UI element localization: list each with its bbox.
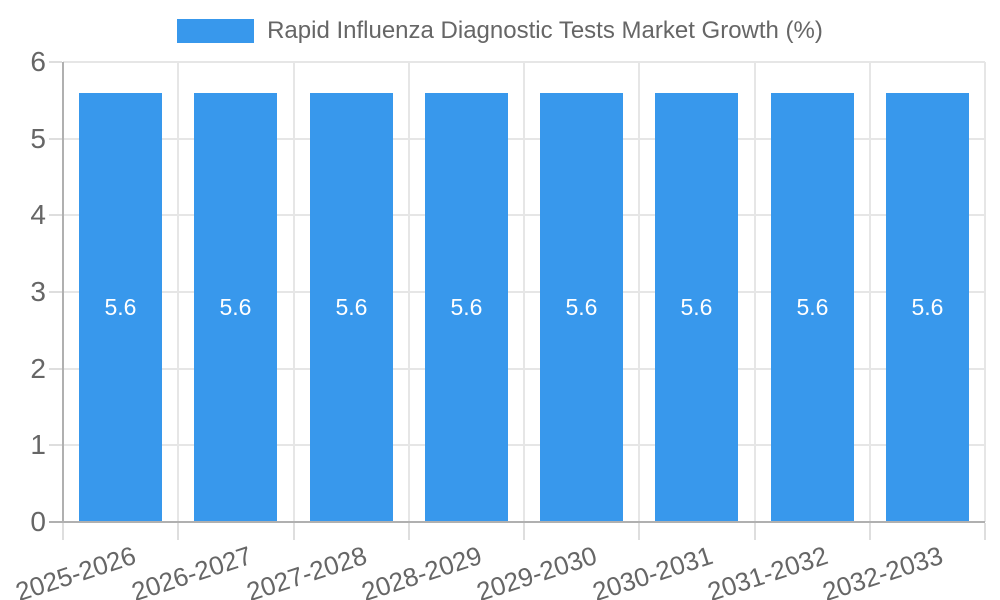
y-tick-mark	[49, 291, 62, 293]
x-tick-mark	[177, 523, 179, 540]
v-gridline	[984, 62, 986, 522]
bar[interactable]: 5.6	[310, 92, 393, 522]
legend-label: Rapid Influenza Diagnostic Tests Market …	[267, 17, 823, 44]
x-tick-mark	[869, 523, 871, 540]
y-tick-label: 2	[30, 352, 46, 384]
plot-area: 5.6 5.6 5.6 5.6 5.6 5.6 5.6 5.6	[63, 61, 986, 522]
bar-value-label: 5.6	[335, 293, 368, 320]
y-tick-label: 3	[30, 276, 46, 307]
bar[interactable]: 5.6	[886, 92, 969, 522]
bar[interactable]: 5.6	[194, 92, 277, 522]
bar-value-label: 5.6	[104, 293, 137, 320]
bar-value-label: 5.6	[911, 293, 944, 320]
x-tick-label: 2030-2031	[588, 540, 716, 600]
bar-value-label: 5.6	[565, 293, 598, 320]
x-tick-label: 2028-2029	[357, 540, 486, 600]
x-tick-mark	[408, 523, 410, 540]
y-tick-label: 5	[30, 122, 46, 154]
x-tick-mark	[62, 523, 64, 540]
x-tick-mark	[523, 523, 525, 540]
x-tick-mark	[984, 523, 986, 540]
y-tick-label: 1	[30, 429, 46, 461]
y-tick-label: 4	[30, 199, 46, 231]
bar-value-label: 5.6	[450, 293, 483, 320]
x-tick-label: 2031-2032	[703, 540, 832, 600]
bar[interactable]: 5.6	[540, 92, 623, 522]
x-axis-line	[62, 521, 985, 523]
legend[interactable]: Rapid Influenza Diagnostic Tests Market …	[0, 17, 1000, 45]
v-gridline	[177, 62, 179, 522]
y-tick-mark	[49, 521, 62, 523]
y-tick-mark	[49, 137, 62, 140]
x-tick-mark	[293, 523, 295, 540]
x-tick-label: 2029-2030	[473, 540, 601, 600]
bar[interactable]: 5.6	[655, 92, 738, 522]
x-tick-label: 2025-2026	[12, 540, 140, 600]
v-gridline	[754, 62, 756, 522]
bar[interactable]: 5.6	[425, 92, 508, 522]
y-tick-mark	[49, 61, 62, 63]
v-gridline	[523, 62, 525, 522]
bar-value-label: 5.6	[219, 293, 252, 320]
bar[interactable]: 5.6	[771, 92, 854, 522]
y-tick-mark	[49, 367, 62, 370]
y-tick-label: 6	[30, 46, 46, 77]
v-gridline	[408, 62, 410, 522]
v-gridline	[638, 62, 640, 522]
x-tick-label: 2027-2028	[242, 540, 371, 600]
y-tick-label: 0	[30, 506, 46, 537]
x-tick-label: 2026-2027	[127, 540, 255, 600]
bar-value-label: 5.6	[796, 293, 829, 320]
v-gridline	[293, 62, 295, 522]
y-axis-line	[62, 62, 64, 524]
bar-value-label: 5.6	[680, 293, 713, 320]
x-tick-mark	[754, 523, 756, 540]
bar[interactable]: 5.6	[79, 92, 162, 522]
y-tick-mark	[49, 214, 62, 217]
v-gridline	[869, 62, 871, 522]
x-tick-mark	[638, 523, 640, 540]
x-tick-label: 2032-2033	[818, 540, 947, 600]
y-tick-mark	[49, 444, 62, 447]
legend-swatch	[177, 19, 255, 43]
